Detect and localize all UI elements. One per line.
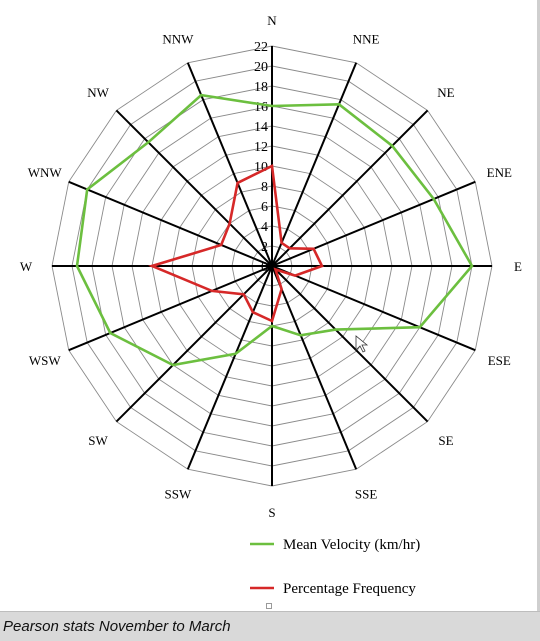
- radial-tick-label: 10: [254, 160, 268, 175]
- radial-tick-label: 6: [261, 200, 268, 215]
- direction-label-nne: NNE: [353, 32, 380, 47]
- radial-tick-label: 8: [261, 180, 268, 195]
- legend-label-1: Percentage Frequency: [283, 581, 416, 597]
- radial-tick-label: 4: [261, 220, 268, 235]
- window-edge: [537, 0, 540, 611]
- spoke-ne: [271, 109, 429, 267]
- radial-tick-label: 22: [254, 40, 268, 55]
- spoke-nnw: [186, 62, 273, 267]
- direction-label-se: SE: [438, 433, 453, 448]
- spoke-wnw: [68, 180, 273, 267]
- direction-label-e: E: [514, 259, 522, 274]
- radial-tick-label: 2: [261, 240, 268, 255]
- direction-label-wsw: WSW: [29, 353, 62, 368]
- direction-label-nnw: NNW: [162, 32, 194, 47]
- spoke-ssw: [186, 265, 273, 470]
- caption-text: Pearson stats November to March: [3, 618, 231, 635]
- spoke-sw: [115, 265, 273, 423]
- direction-label-ene: ENE: [487, 165, 512, 180]
- direction-label-ssw: SSW: [164, 486, 191, 501]
- direction-label-w: W: [20, 259, 33, 274]
- radial-tick-label: 12: [254, 140, 268, 155]
- direction-label-sw: SW: [88, 433, 108, 448]
- spoke-nw: [115, 109, 273, 267]
- resize-handle[interactable]: [266, 603, 272, 609]
- direction-label-nw: NW: [87, 85, 109, 100]
- wind-rose-chart: 0246810121416182022NNNENEENEEESESESSESSS…: [20, 13, 522, 597]
- direction-label-ne: NE: [437, 85, 454, 100]
- spoke-nne: [271, 62, 358, 267]
- direction-label-ese: ESE: [488, 353, 511, 368]
- direction-label-wnw: WNW: [28, 165, 63, 180]
- spoke-wsw: [68, 265, 273, 352]
- direction-label-s: S: [268, 505, 275, 520]
- radial-tick-label: 0: [261, 260, 268, 275]
- caption-bar: Pearson stats November to March: [0, 611, 540, 641]
- legend-label-0: Mean Velocity (km/hr): [283, 537, 420, 553]
- spoke-sse: [271, 265, 358, 470]
- spoke-se: [271, 265, 429, 423]
- mouse-cursor-icon: [355, 335, 369, 353]
- series-line-1: [148, 164, 324, 323]
- radial-tick-label: 20: [254, 60, 268, 75]
- direction-label-n: N: [267, 13, 277, 28]
- spoke-ese: [271, 265, 476, 352]
- spoke-ene: [271, 180, 476, 267]
- radial-tick-label: 14: [254, 120, 268, 135]
- radial-tick-label: 18: [254, 80, 268, 95]
- direction-label-sse: SSE: [355, 486, 377, 501]
- series-line-0: [75, 93, 474, 367]
